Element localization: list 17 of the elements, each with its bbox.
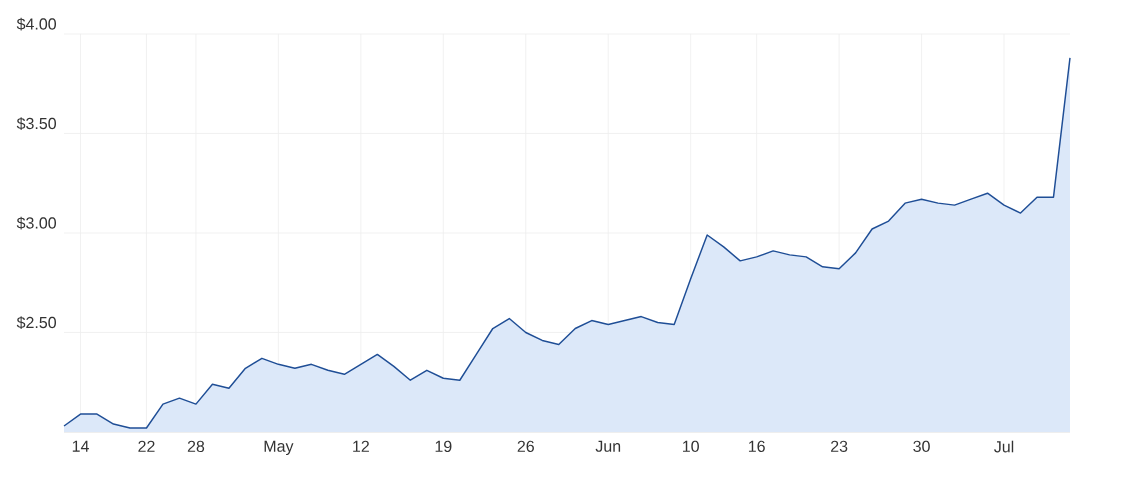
x-tick-label: 10	[683, 440, 699, 453]
y-tick-label: $3.00	[16, 216, 57, 230]
x-tick-label: 28	[187, 440, 205, 453]
x-tick-label: 16	[748, 440, 765, 453]
x-tick-label: 30	[913, 440, 930, 453]
x-tick-label: 12	[353, 440, 369, 452]
y-tick-label: $3.50	[16, 117, 57, 131]
x-tick-label: 26	[517, 440, 534, 453]
x-tick-label: 14	[72, 440, 89, 452]
x-tick-label: 23	[831, 440, 848, 453]
y-tick-label: $4.00	[16, 17, 57, 31]
x-tick-label: May	[264, 440, 294, 456]
x-tick-label: Jul	[994, 440, 1014, 453]
x-tick-label: Jun	[595, 440, 621, 452]
x-tick-label: 22	[138, 440, 155, 452]
x-tick-label: 19	[435, 440, 452, 453]
y-tick-label: $2.50	[16, 316, 57, 330]
